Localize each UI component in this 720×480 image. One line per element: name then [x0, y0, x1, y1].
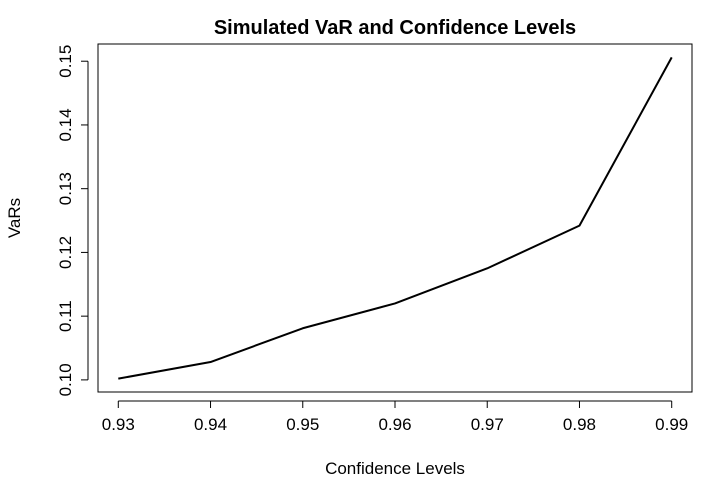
- y-axis: 0.10 0.11 0.12 0.13 0.14 0.15: [56, 45, 89, 396]
- x-tick-label: 0.96: [378, 415, 411, 434]
- y-tick-label: 0.12: [56, 236, 75, 269]
- x-tick-label: 0.95: [286, 415, 319, 434]
- y-axis-label: VaRs: [5, 198, 24, 238]
- x-tick-label: 0.99: [655, 415, 688, 434]
- x-tick-label: 0.94: [194, 415, 227, 434]
- x-tick-label: 0.98: [563, 415, 596, 434]
- series-layer: [118, 56, 673, 380]
- y-tick-label: 0.13: [56, 172, 75, 205]
- y-tick-label: 0.14: [56, 108, 75, 141]
- chart-title: Simulated VaR and Confidence Levels: [214, 17, 576, 39]
- y-tick-label: 0.10: [56, 363, 75, 396]
- x-axis: 0.93 0.94 0.95 0.96 0.97 0.98 0.99: [102, 400, 688, 434]
- x-tick-label: 0.93: [102, 415, 135, 434]
- y-tick-label: 0.15: [56, 45, 75, 78]
- series-line: [118, 56, 673, 380]
- y-tick-label: 0.11: [56, 300, 75, 332]
- plot-frame: [97, 43, 693, 393]
- x-axis-label: Confidence Levels: [325, 459, 465, 478]
- x-tick-label: 0.97: [471, 415, 504, 434]
